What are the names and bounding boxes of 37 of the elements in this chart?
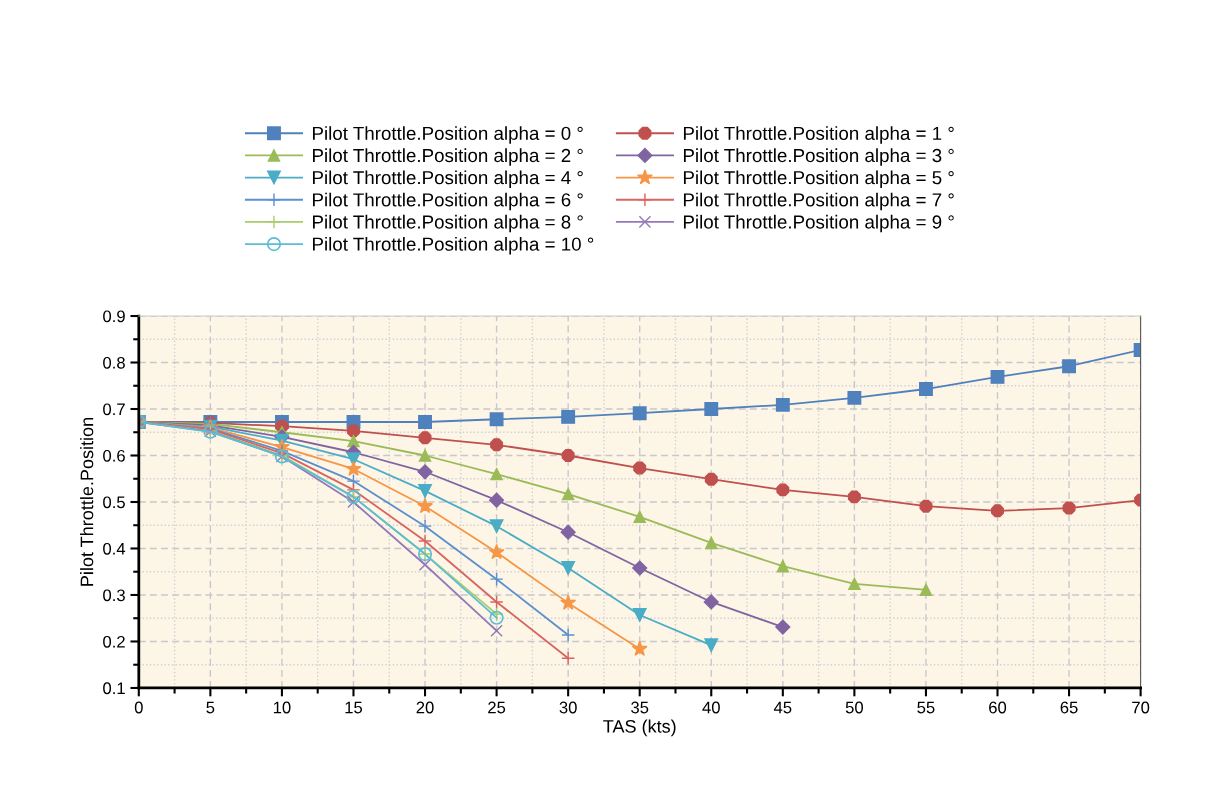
y-tick-label: 0.9 <box>103 310 125 323</box>
x-tick-label: 20 <box>416 701 434 714</box>
x-tick-label: 30 <box>559 701 577 714</box>
x-tick-label: 45 <box>773 701 792 714</box>
y-tick-label: 0.1 <box>103 682 125 695</box>
x-tick-label: 35 <box>631 701 649 714</box>
x-tick-label: 5 <box>206 701 215 714</box>
x-tick-label: 55 <box>917 701 935 714</box>
y-tick-label: 0.7 <box>103 403 125 416</box>
x-tick-label: 50 <box>845 701 863 714</box>
y-tick-label: 0.8 <box>103 356 125 369</box>
y-axis-title: Pilot Throttle.Position <box>80 418 94 586</box>
legend-label: Pilot Throttle.Position alpha = 5 ° <box>683 170 954 189</box>
legend-label: Pilot Throttle.Position alpha = 2 ° <box>313 148 583 166</box>
x-tick-label: 70 <box>1132 701 1150 714</box>
y-tick-label: 0.5 <box>103 496 125 509</box>
legend-label: Pilot Throttle.Position alpha = 8 ° <box>313 214 583 233</box>
legend-label: Pilot Throttle.Position alpha = 9 ° <box>683 214 954 233</box>
x-tick-label: 15 <box>345 701 363 714</box>
x-tick-label: 65 <box>1060 701 1078 714</box>
x-tick-label: 25 <box>488 701 506 714</box>
legend-label: Pilot Throttle.Position alpha = 3 ° <box>683 148 954 166</box>
legend-label: Pilot Throttle.Position alpha = 4 ° <box>313 170 583 189</box>
x-tick-label: 10 <box>273 701 291 714</box>
x-tick-label: 0 <box>134 701 143 714</box>
legend-label: Pilot Throttle.Position alpha = 0 ° <box>313 126 583 144</box>
x-axis-title: TAS (kts) <box>603 719 676 737</box>
legend-label: Pilot Throttle.Position alpha = 7 ° <box>683 192 954 211</box>
legend-label: Pilot Throttle.Position alpha = 10 ° <box>313 237 594 255</box>
x-tick-label: 40 <box>702 701 720 714</box>
x-tick-label: 60 <box>989 701 1007 714</box>
y-tick-label: 0.2 <box>103 635 125 648</box>
y-tick-label: 0.3 <box>103 589 125 602</box>
legend-label: Pilot Throttle.Position alpha = 6 ° <box>313 192 583 211</box>
y-tick-label: 0.6 <box>103 449 125 462</box>
y-tick-label: 0.4 <box>103 542 126 555</box>
legend-label: Pilot Throttle.Position alpha = 1 ° <box>683 126 954 144</box>
